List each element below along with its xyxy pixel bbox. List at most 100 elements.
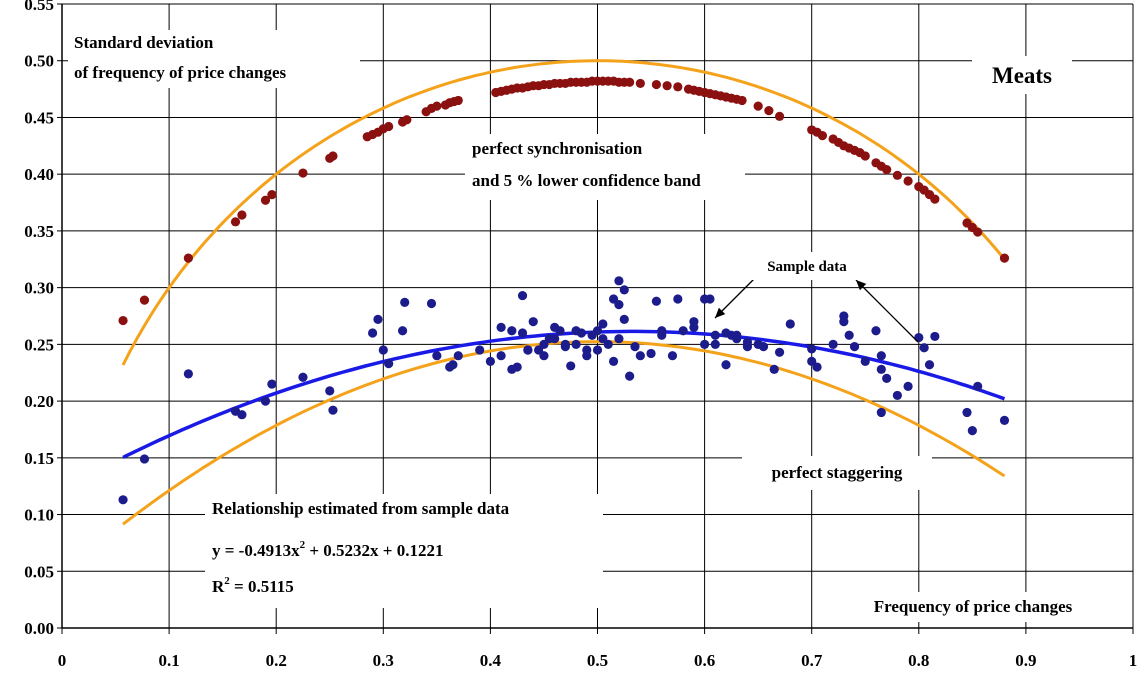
sample-point	[507, 326, 517, 336]
sync-point	[625, 77, 635, 87]
sample-point	[485, 356, 495, 366]
chart-title: Meats	[992, 63, 1052, 88]
sample-point	[742, 337, 753, 347]
sample-point	[999, 415, 1010, 425]
sample-point	[496, 351, 506, 361]
sample-point	[732, 330, 742, 340]
x-tick-label: 0	[58, 651, 67, 670]
y-tick-label: 0.40	[24, 165, 54, 184]
sync-point	[260, 195, 271, 205]
x-tick-label: 0.6	[694, 651, 715, 670]
sync-point	[298, 168, 308, 178]
sample-point	[924, 360, 935, 370]
axes	[57, 3, 1134, 634]
sample-point	[378, 345, 388, 355]
sync-point	[267, 190, 277, 200]
sample-point	[651, 296, 662, 306]
sample-point	[903, 381, 913, 391]
ylabel-line-2: of frequency of price changes	[74, 63, 287, 82]
sample-point	[566, 361, 576, 371]
arrow-right-head	[856, 280, 867, 291]
sample-point	[539, 339, 549, 349]
sample-point	[614, 276, 624, 286]
sample-point	[384, 359, 394, 369]
curves	[121, 59, 1006, 526]
sample-point	[592, 326, 603, 336]
sample-point	[571, 326, 581, 336]
x-tick-label: 0.7	[801, 651, 823, 670]
y-tick-label: 0.55	[24, 0, 54, 14]
sample-point	[571, 339, 581, 349]
sample-point	[710, 339, 720, 349]
fit-label-box	[205, 494, 603, 608]
sample-point	[325, 386, 335, 396]
sync-point	[402, 115, 412, 125]
stagger-label-box	[742, 456, 932, 490]
sample-point	[689, 317, 699, 327]
x-tick-label: 0.2	[266, 651, 287, 670]
x-tick-label: 0.9	[1015, 651, 1036, 670]
synchronisation-curve	[121, 59, 1006, 366]
sample-point	[962, 407, 972, 418]
sync-point	[930, 194, 940, 204]
sample-point	[517, 290, 528, 301]
sample-point	[517, 328, 528, 338]
stagger-label: perfect staggering	[772, 463, 903, 482]
sample-point	[608, 356, 619, 366]
sample-point	[598, 319, 608, 329]
sample-point	[328, 405, 338, 415]
sample-point	[496, 322, 506, 332]
fit-equation: y = -0.4913x2 + 0.5232x + 0.1221	[212, 539, 443, 560]
sync-label-line-2: and 5 % lower confidence band	[472, 171, 701, 190]
sync-point	[973, 227, 983, 237]
sample-point	[550, 334, 560, 344]
sample-point	[619, 314, 629, 325]
y-tick-label: 0.20	[24, 392, 54, 411]
sample-point	[614, 300, 624, 310]
sample-point	[700, 294, 710, 304]
sample-point	[657, 326, 667, 336]
sample-point	[118, 495, 128, 505]
sample-point	[453, 351, 463, 361]
sync-point	[432, 101, 442, 111]
sync-label-box	[465, 134, 745, 200]
sample-point	[523, 345, 533, 355]
title-box	[972, 56, 1072, 94]
sample-point	[139, 454, 150, 464]
sample-point	[860, 356, 870, 366]
r-squared-b: = 0.5115	[230, 577, 294, 596]
sample-point	[769, 364, 779, 374]
r-squared-sup: 2	[224, 575, 230, 587]
sample-point	[785, 319, 795, 329]
sync-point	[764, 106, 774, 116]
sync-point	[892, 170, 902, 180]
sync-point	[903, 176, 913, 186]
sync-point	[737, 95, 747, 106]
sample-point	[614, 334, 624, 344]
sample-point	[625, 371, 635, 381]
ylabel-line-1: Standard deviation	[74, 33, 214, 52]
r-squared: R2 = 0.5115	[212, 575, 294, 596]
sync-point	[118, 315, 128, 326]
sample-point	[426, 298, 437, 309]
y-tick-label: 0.00	[24, 619, 54, 638]
sample-point	[774, 347, 785, 357]
sample-point	[550, 322, 560, 332]
sync-point	[774, 111, 785, 121]
sample-point	[528, 317, 538, 327]
y-tick-label: 0.35	[24, 222, 54, 241]
sample-point	[973, 381, 983, 391]
sample-point	[914, 332, 924, 343]
fit-equation-b: + 0.5232x + 0.1221	[305, 541, 443, 560]
sync-point	[651, 79, 662, 90]
sync-point	[860, 151, 870, 161]
sample-point	[710, 330, 720, 340]
sample-point	[646, 348, 656, 359]
sample-point	[892, 390, 902, 401]
sample-point	[260, 396, 271, 406]
y-tick-label: 0.05	[24, 562, 54, 581]
sync-point	[635, 78, 645, 89]
y-tick-label: 0.15	[24, 449, 54, 468]
sample-point	[930, 331, 940, 342]
